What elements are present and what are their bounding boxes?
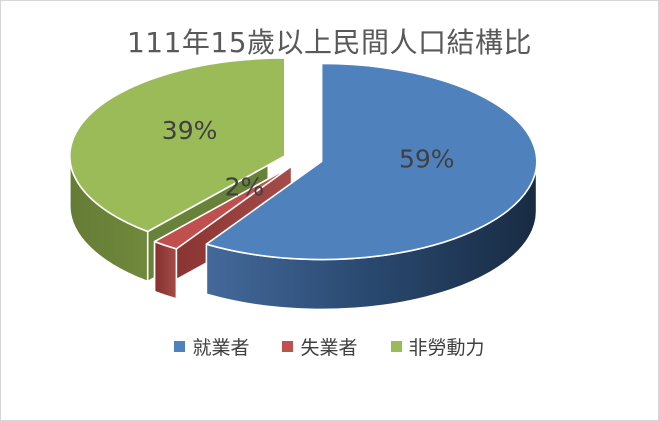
pie-slice-employed[interactable] [205,62,538,261]
chart-title: 111年15歲以上民間人口結構比 [126,26,533,59]
legend-label-unemployed: 失業者 [300,337,358,359]
legend-item-employed[interactable]: 就業者 [174,333,249,360]
legend-item-nonlabor[interactable]: 非勞動力 [390,333,485,360]
pie-slice-unemployed[interactable] [153,165,293,250]
data-label-unemployed: 2% [225,172,265,201]
legend-swatch-nonlabor [390,341,402,352]
legend-item-unemployed[interactable]: 失業者 [282,333,358,360]
pie-slices: 59% 2%39% [68,57,538,311]
pie-slice-nonlabor[interactable] [68,57,286,233]
data-label-nonlabor: 39% [162,116,218,145]
pie-slice-side-unemployed [153,240,178,300]
chart-legend: 就業者 失業者 非勞動力 [1,333,658,360]
legend-swatch-employed [174,341,186,352]
legend-swatch-unemployed [282,341,294,352]
legend-label-nonlabor: 非勞動力 [408,337,485,359]
legend-label-employed: 就業者 [192,337,250,359]
data-label-employed: 59% [399,145,455,174]
